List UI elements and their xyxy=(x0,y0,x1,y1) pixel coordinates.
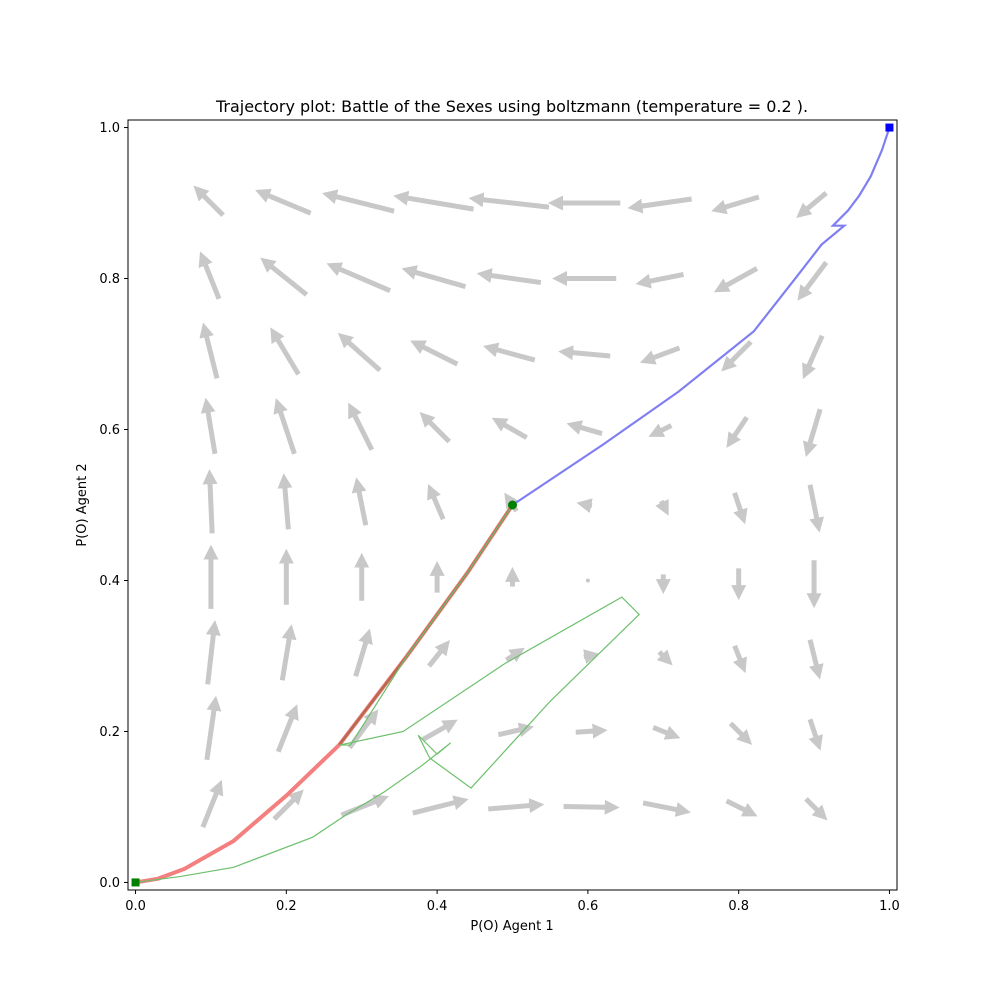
vector-arrow-7-1 xyxy=(260,257,309,297)
vector-arrow-8-4 xyxy=(468,192,550,210)
vector-arrow-0-4 xyxy=(487,798,545,814)
vector-arrow-5-8 xyxy=(802,408,823,457)
vector-arrow-0-3 xyxy=(412,795,469,816)
vector-arrow-0-5 xyxy=(563,799,620,815)
plot-frame xyxy=(127,119,898,891)
trajectory-line-0 xyxy=(511,127,891,506)
vector-arrow-6-1 xyxy=(270,327,301,376)
vector-arrow-7-7 xyxy=(713,266,759,293)
vector-arrow-5-3 xyxy=(419,412,452,444)
x-tick-label-2: 0.4 xyxy=(427,899,448,914)
vector-arrow-8-0 xyxy=(193,185,225,217)
vector-arrow-0-1 xyxy=(272,789,304,821)
vector-arrow-4-0 xyxy=(202,469,218,534)
vector-arrow-2-8 xyxy=(807,639,824,680)
vector-arrow-4-5 xyxy=(576,498,593,514)
vector-arrow-4-7 xyxy=(732,492,748,525)
x-tick-label-3: 0.6 xyxy=(578,899,599,914)
marker-circle-2 xyxy=(508,500,517,510)
vector-arrow-4-2 xyxy=(351,477,369,526)
trajectory-line-1 xyxy=(135,503,515,885)
x-tick-label-4: 0.8 xyxy=(728,899,749,914)
vector-arrow-2-6 xyxy=(656,649,673,666)
vector-arrow-1-4 xyxy=(497,722,534,738)
vector-arrow-2-1 xyxy=(279,624,297,681)
marker-square-1 xyxy=(131,878,140,887)
trajectory-markers xyxy=(131,123,894,887)
vector-arrow-6-8 xyxy=(802,334,825,380)
vector-arrow-1-0 xyxy=(204,695,222,761)
vector-arrow-7-8 xyxy=(797,260,829,301)
vector-arrow-5-0 xyxy=(200,397,218,455)
vector-arrow-6-7 xyxy=(721,340,753,372)
vector-arrow-8-7 xyxy=(711,194,760,215)
vector-arrow-2-3 xyxy=(427,639,450,668)
vector-arrow-5-4 xyxy=(491,417,528,440)
vector-arrow-6-4 xyxy=(482,342,536,363)
y-axis-label: P(O) Agent 2 xyxy=(75,463,90,546)
y-tick-label-5: 1.0 xyxy=(99,121,120,136)
vector-arrow-0-8 xyxy=(804,797,828,821)
vector-arrow-5-2 xyxy=(348,402,375,451)
vector-arrow-5-5 xyxy=(566,420,603,436)
vector-arrow-7-0 xyxy=(198,251,222,300)
vector-arrow-6-2 xyxy=(337,332,382,373)
vector-arrow-6-5 xyxy=(558,345,611,361)
vector-arrow-7-3 xyxy=(401,265,467,290)
y-tick-label-2: 0.4 xyxy=(99,574,120,589)
vector-arrow-2-2 xyxy=(353,628,373,677)
vector-arrow-6-0 xyxy=(199,322,220,379)
vector-arrow-0-6 xyxy=(642,800,691,817)
vector-arrow-5-6 xyxy=(648,423,673,437)
vector-arrow-1-6 xyxy=(652,725,681,740)
axes: 0.0 0.2 0.4 0.6 0.8 1.0 0.0 0.2 0.4 0.6 0.8 1.0 xyxy=(99,121,899,914)
chart-title: Trajectory plot: Battle of the Sexes usi… xyxy=(215,97,808,116)
vector-arrow-8-8 xyxy=(796,190,828,218)
vector-arrow-8-1 xyxy=(255,188,312,216)
vector-arrow-8-2 xyxy=(322,189,395,214)
vector-arrow-1-7 xyxy=(728,721,753,745)
vector-arrow-1-1 xyxy=(275,704,299,753)
vector-arrow-2-0 xyxy=(205,620,221,685)
trajectory-line-3 xyxy=(135,504,641,884)
vector-arrow-2-5 xyxy=(583,649,600,664)
x-tick-label-0: 0.0 xyxy=(125,899,146,914)
vector-arrow-6-6 xyxy=(640,345,681,365)
vector-arrow-1-8 xyxy=(807,718,823,751)
vector-arrow-2-4 xyxy=(505,647,525,663)
vector-arrow-0-7 xyxy=(725,798,758,817)
vector-arrow-0-2 xyxy=(340,794,389,818)
vector-arrow-7-2 xyxy=(326,262,392,293)
vector-arrow-0-0 xyxy=(200,779,224,829)
y-tick-label-4: 0.8 xyxy=(99,272,120,287)
x-tick-label-5: 1.0 xyxy=(879,899,900,914)
vector-arrow-4-1 xyxy=(277,473,293,530)
x-axis-label: P(O) Agent 1 xyxy=(470,919,553,934)
vector-arrow-7-4 xyxy=(476,268,542,286)
x-tick-label-1: 0.2 xyxy=(276,899,297,914)
y-tick-label-3: 0.6 xyxy=(99,423,120,438)
vector-arrow-1-5 xyxy=(575,723,608,739)
vector-arrow-4-8 xyxy=(807,484,825,533)
vector-arrow-7-6 xyxy=(635,272,685,289)
vector-arrow-4-6 xyxy=(655,498,669,516)
vector-arrow-2-7 xyxy=(732,644,747,674)
vector-arrow-5-7 xyxy=(726,415,749,448)
vector-arrow-1-2 xyxy=(347,709,379,750)
vector-arrow-8-6 xyxy=(627,196,692,214)
marker-square-0 xyxy=(885,123,894,132)
vector-arrow-1-3 xyxy=(421,719,458,742)
vector-arrow-8-3 xyxy=(393,190,474,212)
vector-arrow-3-5 xyxy=(585,578,590,583)
vector-arrow-4-3 xyxy=(427,483,446,521)
vector-arrow-6-3 xyxy=(410,340,459,367)
y-tick-label-1: 0.2 xyxy=(99,725,120,740)
trajectory-series xyxy=(135,127,891,885)
vector-arrow-5-1 xyxy=(273,398,297,455)
y-tick-label-0: 0.0 xyxy=(99,876,120,891)
